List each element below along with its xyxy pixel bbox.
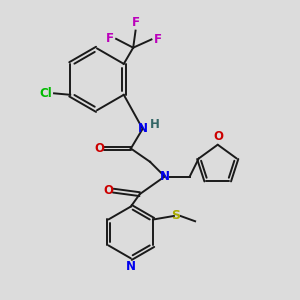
Text: O: O xyxy=(94,142,104,155)
Text: F: F xyxy=(106,32,114,45)
Text: F: F xyxy=(154,33,162,46)
Text: O: O xyxy=(213,130,223,143)
Text: O: O xyxy=(103,184,113,197)
Text: H: H xyxy=(150,118,160,131)
Text: S: S xyxy=(171,209,180,223)
Text: F: F xyxy=(132,16,140,29)
Text: N: N xyxy=(160,170,170,183)
Text: N: N xyxy=(126,260,136,273)
Text: N: N xyxy=(138,122,148,135)
Text: Cl: Cl xyxy=(39,87,52,100)
